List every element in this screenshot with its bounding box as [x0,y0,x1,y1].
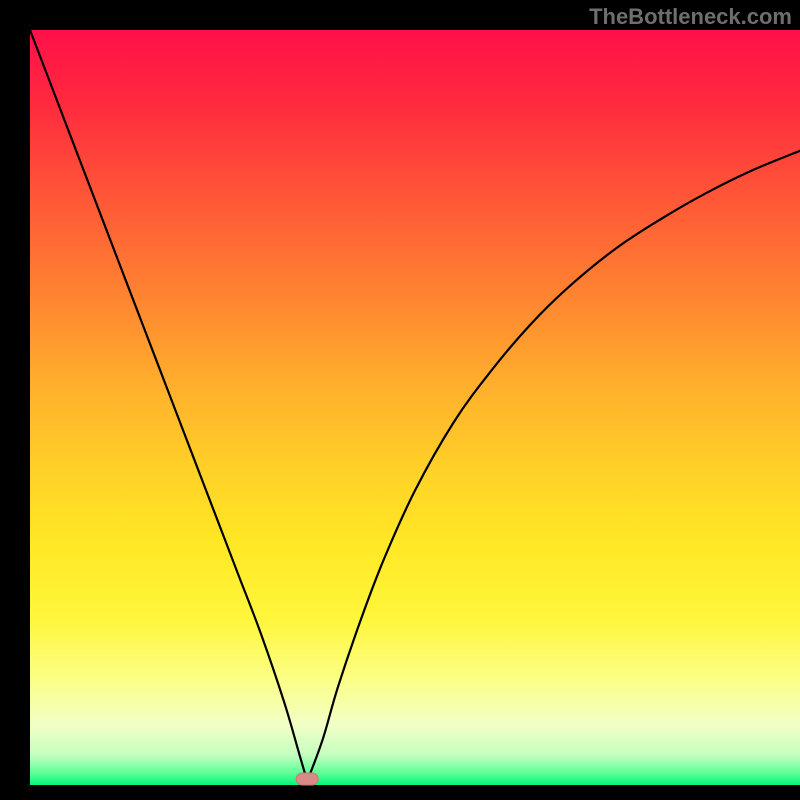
bottleneck-chart [0,0,800,800]
bottleneck-marker [296,773,318,785]
chart-container: TheBottleneck.com [0,0,800,800]
watermark-text: TheBottleneck.com [589,4,792,30]
gradient-plot-area [30,30,800,785]
